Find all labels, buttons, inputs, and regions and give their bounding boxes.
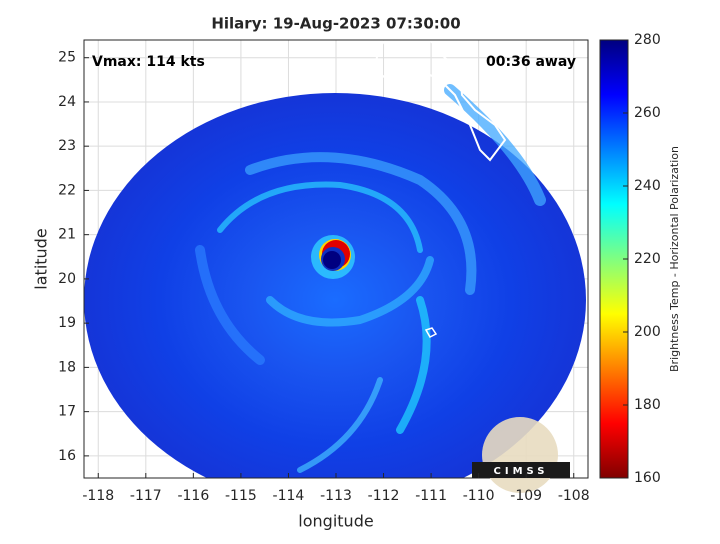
colorbar-tick-label: 240 (634, 178, 661, 194)
colorbar-tick-label: 280 (634, 32, 661, 48)
y-tick-label: 20 (58, 271, 76, 287)
y-tick-label: 18 (58, 359, 76, 375)
annotation: Vmax: 114 kts (92, 54, 205, 70)
annotation: 00:36 away (486, 54, 576, 70)
y-tick-label: 22 (58, 182, 76, 198)
x-tick-label: -118 (82, 488, 114, 504)
x-tick-label: -110 (463, 488, 495, 504)
logo: CIMSS (472, 417, 570, 493)
y-tick-label: 17 (58, 404, 76, 420)
colorbar-tick-label: 220 (634, 251, 661, 267)
y-tick-label: 25 (58, 50, 76, 66)
y-axis-label: latitude (32, 228, 51, 289)
x-tick-label: -113 (320, 488, 352, 504)
colorbar-tick-label: 260 (634, 105, 661, 121)
y-tick-label: 24 (58, 94, 76, 110)
x-tick-label: -117 (130, 488, 162, 504)
colorbar-tick-label: 200 (634, 324, 661, 340)
y-tick-label: 21 (58, 227, 76, 243)
logo-text: CIMSS (494, 466, 549, 477)
colorbar-tick-label: 180 (634, 397, 661, 413)
colorbar-label: Brightness Temp - Horizontal Polarizatio… (668, 146, 681, 372)
chart-title: Hilary: 19-Aug-2023 07:30:00 (211, 15, 460, 33)
colorbar-tick-label: 160 (634, 470, 661, 486)
x-tick-label: -109 (510, 488, 542, 504)
y-tick-label: 19 (58, 315, 76, 331)
x-tick-label: -114 (273, 488, 305, 504)
x-tick-label: -116 (177, 488, 209, 504)
x-tick-label: -112 (368, 488, 400, 504)
y-tick-label: 16 (58, 448, 76, 464)
x-tick-label: -115 (225, 488, 257, 504)
x-tick-label: -108 (558, 488, 590, 504)
y-tick-label: 23 (58, 138, 76, 154)
x-tick-label: -111 (415, 488, 447, 504)
satellite-swath (84, 40, 588, 478)
x-axis-label: longitude (298, 512, 373, 531)
